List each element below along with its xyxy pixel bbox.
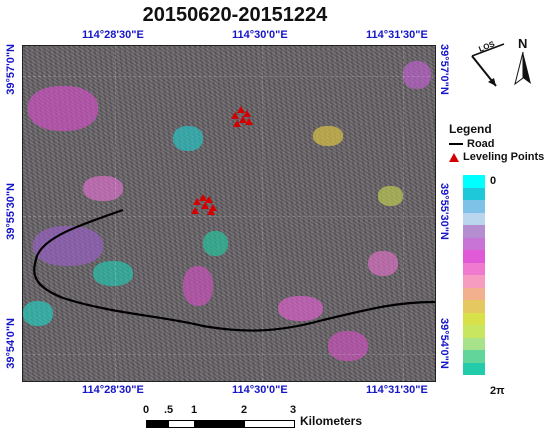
lat-label-right-2: 39°55'30"N: [438, 183, 450, 240]
fringe-patch: [313, 126, 343, 146]
fringe-patch: [403, 61, 431, 89]
colorbar-swatch: [463, 300, 485, 313]
fringe-patch: [328, 331, 368, 361]
north-label: N: [518, 36, 527, 51]
lat-label-left-3: 39°54'0"N: [5, 318, 17, 369]
scale-tick-2: 1: [191, 404, 198, 416]
graticule-lat: [23, 216, 435, 217]
leveling-point: [237, 106, 245, 113]
lat-label-left-1: 39°57'0"N: [5, 44, 17, 95]
colorbar-swatch: [463, 200, 485, 213]
leveling-points-layer: [191, 106, 253, 215]
leveling-point: [231, 112, 239, 119]
lat-label-right-1: 39°57'0"N: [438, 44, 450, 95]
colorbar-swatch: [463, 187, 485, 200]
road-layer: [33, 208, 435, 332]
fringe-patch: [23, 301, 53, 326]
legend-item-leveling-points: Leveling Points: [449, 151, 544, 163]
leveling-point: [245, 118, 253, 125]
leveling-point: [233, 120, 241, 127]
legend-label-leveling: Leveling Points: [463, 151, 545, 163]
scale-tick-0: 0: [143, 404, 150, 416]
leveling-point: [243, 110, 251, 117]
road: [33, 208, 435, 332]
fringe-patch: [183, 266, 213, 306]
leveling-point: [201, 202, 209, 209]
scale-segment: [168, 420, 196, 428]
phase-colorbar: [463, 175, 485, 375]
scale-segment: [244, 420, 295, 428]
fringe-patch: [378, 186, 403, 206]
fringe-patch: [173, 126, 203, 151]
colorbar-swatch: [463, 250, 485, 263]
colorbar-swatch: [463, 325, 485, 338]
compass: LOS N: [471, 36, 531, 87]
colorbar-swatch: [463, 312, 485, 325]
scale-tick-3: 2: [241, 404, 248, 416]
colorbar-swatch: [463, 237, 485, 250]
colorbar-swatch: [463, 287, 485, 300]
colorbar-bottom-label: 2π: [490, 385, 505, 397]
lat-label-right-3: 39°54'0"N: [438, 318, 450, 369]
leveling-point: [191, 207, 199, 214]
leveling-point: [207, 208, 215, 215]
legend-item-road: Road: [449, 138, 495, 150]
lon-label-bottom-3: 114°31'30"E: [366, 384, 428, 396]
north-arrow-icon: N: [514, 36, 531, 86]
map-title: 20150620-20151224: [142, 4, 328, 26]
colorbar-swatch: [463, 262, 485, 275]
leveling-point: [239, 116, 247, 123]
scale-tick-1: .5: [164, 404, 174, 416]
interferogram-map: [22, 45, 436, 382]
legend-title: Legend: [449, 122, 492, 136]
graticule-lon: [403, 46, 404, 381]
los-label: LOS: [477, 39, 496, 54]
fringe-patch: [203, 231, 228, 256]
los-arrow: LOS: [471, 39, 505, 87]
fringe-patch: [83, 176, 123, 201]
scale-tick-4: 3: [290, 404, 297, 416]
road-line-icon: [449, 143, 463, 145]
colorbar-swatch: [463, 225, 485, 238]
colorbar-swatch: [463, 175, 485, 188]
fringe-patch: [368, 251, 398, 276]
lat-label-left-2: 39°55'30"N: [5, 183, 17, 240]
leveling-point: [205, 196, 213, 203]
lon-label-top-1: 114°28'30"E: [82, 29, 144, 41]
legend-label-road: Road: [467, 138, 495, 150]
leveling-point: [199, 194, 207, 201]
colorbar-swatch: [463, 212, 485, 225]
scale-segment: [194, 420, 246, 428]
lon-label-bottom-2: 114°30'0"E: [232, 384, 288, 396]
colorbar-swatch: [463, 350, 485, 363]
leveling-point: [193, 198, 201, 205]
colorbar-top-label: 0: [490, 175, 497, 187]
colorbar-swatch: [463, 337, 485, 350]
graticule-lat: [23, 76, 435, 77]
triangle-icon: [449, 152, 459, 162]
fringe-patch: [93, 261, 133, 286]
lon-label-bottom-1: 114°28'30"E: [82, 384, 144, 396]
scale-unit: Kilometers: [300, 414, 363, 428]
colorbar-swatch: [463, 362, 485, 375]
fringe-patch: [278, 296, 323, 321]
scale-segment: [146, 420, 170, 428]
lon-label-top-2: 114°30'0"E: [232, 29, 288, 41]
graticule-lat: [23, 354, 435, 355]
fringe-patch: [28, 86, 98, 131]
graticule-lon: [262, 46, 263, 381]
lon-label-top-3: 114°31'30"E: [366, 29, 428, 41]
colorbar-swatch: [463, 275, 485, 288]
